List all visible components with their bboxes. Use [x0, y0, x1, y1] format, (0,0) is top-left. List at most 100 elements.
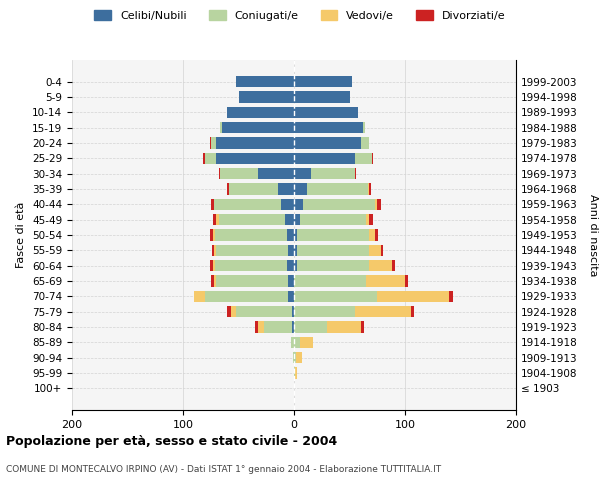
- Bar: [328, 322, 361, 333]
- Bar: [294, 229, 298, 241]
- Bar: [294, 168, 311, 179]
- Bar: [375, 229, 379, 241]
- Bar: [215, 229, 287, 241]
- Bar: [289, 290, 294, 302]
- Bar: [449, 290, 453, 302]
- Bar: [287, 260, 294, 272]
- Bar: [218, 168, 220, 179]
- Bar: [227, 183, 229, 194]
- Bar: [294, 198, 303, 210]
- Bar: [294, 183, 307, 194]
- Legend: Celibi/Nubili, Coniugati/e, Vedovi/e, Divorziati/e: Celibi/Nubili, Coniugati/e, Vedovi/e, Di…: [90, 6, 510, 25]
- Bar: [370, 183, 371, 194]
- Bar: [377, 198, 380, 210]
- Bar: [294, 91, 350, 102]
- Bar: [294, 260, 298, 272]
- Bar: [231, 306, 236, 318]
- Bar: [214, 244, 217, 256]
- Bar: [239, 91, 294, 102]
- Bar: [255, 322, 259, 333]
- Bar: [355, 168, 356, 179]
- Bar: [217, 152, 294, 164]
- Bar: [299, 214, 366, 226]
- Bar: [294, 244, 298, 256]
- Bar: [281, 198, 294, 210]
- Bar: [289, 276, 294, 287]
- Bar: [295, 368, 298, 379]
- Bar: [311, 168, 355, 179]
- Bar: [217, 137, 294, 148]
- Bar: [298, 244, 370, 256]
- Bar: [294, 106, 358, 118]
- Bar: [303, 198, 375, 210]
- Bar: [214, 276, 217, 287]
- Bar: [296, 352, 302, 364]
- Bar: [294, 152, 355, 164]
- Bar: [209, 229, 213, 241]
- Text: Popolazione per età, sesso e stato civile - 2004: Popolazione per età, sesso e stato civil…: [6, 435, 337, 448]
- Bar: [213, 214, 217, 226]
- Bar: [294, 290, 377, 302]
- Bar: [211, 137, 217, 148]
- Bar: [294, 352, 296, 364]
- Bar: [294, 137, 361, 148]
- Bar: [294, 276, 366, 287]
- Bar: [370, 229, 375, 241]
- Bar: [278, 183, 294, 194]
- Bar: [370, 214, 373, 226]
- Bar: [368, 183, 370, 194]
- Bar: [259, 322, 264, 333]
- Y-axis label: Anni di nascita: Anni di nascita: [589, 194, 598, 276]
- Bar: [194, 290, 205, 302]
- Bar: [307, 183, 368, 194]
- Bar: [363, 122, 365, 134]
- Bar: [366, 214, 370, 226]
- Bar: [370, 244, 380, 256]
- Bar: [292, 306, 294, 318]
- Bar: [392, 260, 395, 272]
- Bar: [220, 122, 222, 134]
- Bar: [285, 214, 294, 226]
- Bar: [293, 352, 294, 364]
- Bar: [355, 306, 410, 318]
- Bar: [213, 229, 215, 241]
- Bar: [372, 152, 373, 164]
- Bar: [222, 122, 294, 134]
- Bar: [214, 198, 281, 210]
- Bar: [375, 198, 377, 210]
- Bar: [259, 168, 294, 179]
- Bar: [209, 137, 211, 148]
- Bar: [410, 306, 414, 318]
- Bar: [220, 168, 259, 179]
- Bar: [203, 152, 205, 164]
- Bar: [212, 244, 214, 256]
- Bar: [211, 198, 214, 210]
- Bar: [287, 229, 294, 241]
- Text: COMUNE DI MONTECALVO IRPINO (AV) - Dati ISTAT 1° gennaio 2004 - Elaborazione TUT: COMUNE DI MONTECALVO IRPINO (AV) - Dati …: [6, 465, 441, 474]
- Bar: [361, 137, 370, 148]
- Bar: [227, 306, 231, 318]
- Bar: [298, 229, 370, 241]
- Bar: [217, 276, 289, 287]
- Bar: [205, 290, 289, 302]
- Bar: [218, 214, 285, 226]
- Bar: [209, 260, 213, 272]
- Bar: [229, 183, 278, 194]
- Bar: [366, 276, 405, 287]
- Bar: [236, 306, 292, 318]
- Bar: [294, 368, 295, 379]
- Bar: [217, 214, 218, 226]
- Bar: [227, 106, 294, 118]
- Bar: [361, 322, 364, 333]
- Bar: [292, 322, 294, 333]
- Bar: [215, 260, 287, 272]
- Bar: [380, 244, 383, 256]
- Y-axis label: Fasce di età: Fasce di età: [16, 202, 26, 268]
- Bar: [294, 336, 299, 348]
- Bar: [370, 260, 392, 272]
- Bar: [289, 244, 294, 256]
- Bar: [294, 214, 299, 226]
- Bar: [217, 244, 289, 256]
- Bar: [299, 336, 313, 348]
- Bar: [205, 152, 217, 164]
